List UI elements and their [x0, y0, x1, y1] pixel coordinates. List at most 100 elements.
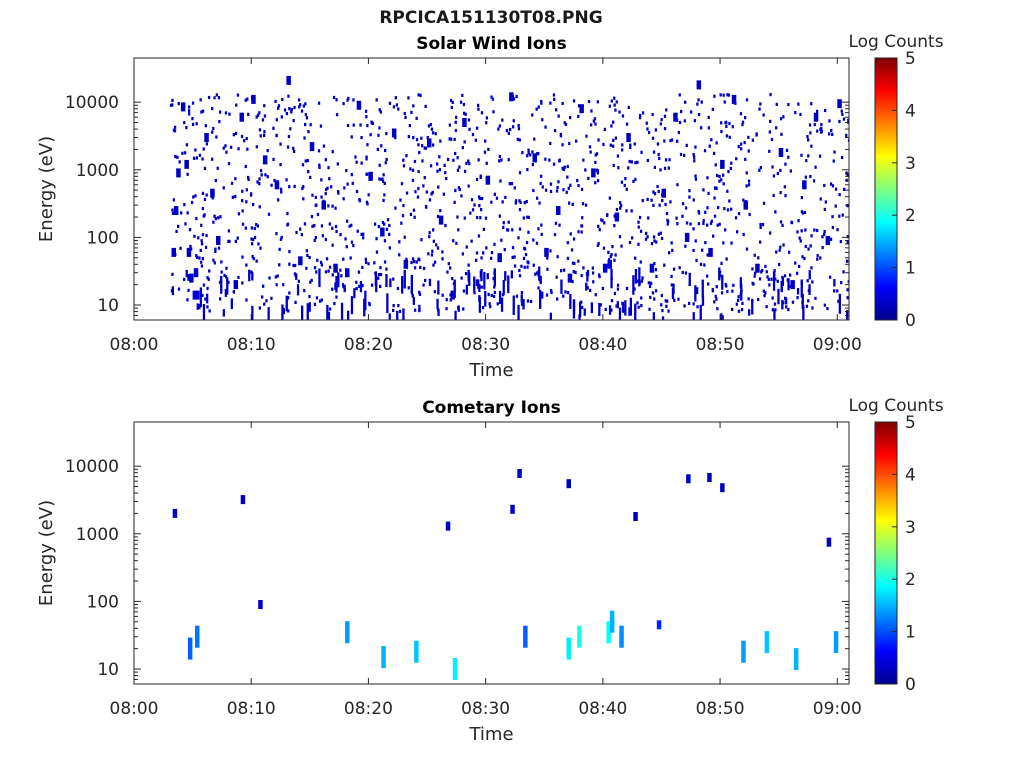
noise-cell	[659, 168, 662, 172]
noise-cell	[647, 130, 651, 135]
noise-cell	[785, 305, 788, 309]
noise-cell	[653, 262, 656, 266]
noise-cell	[718, 179, 721, 183]
noise-cell	[838, 293, 841, 314]
noise-cell	[292, 119, 295, 123]
noise-cell	[741, 123, 744, 127]
noise-cell	[498, 290, 502, 304]
noise-cell	[647, 216, 650, 220]
noise-cell	[345, 169, 348, 173]
noise-cell	[255, 115, 258, 119]
noise-cell	[356, 229, 359, 233]
noise-cell	[337, 191, 340, 195]
noise-cell	[663, 166, 667, 170]
noise-cell	[740, 283, 743, 301]
noise-cell	[846, 288, 849, 292]
noise-cell	[490, 200, 493, 204]
noise-cell	[761, 223, 765, 227]
noise-cell	[667, 309, 670, 313]
data-cell	[649, 263, 655, 273]
noise-cell	[616, 287, 620, 291]
noise-cell	[343, 284, 346, 293]
noise-cell	[195, 156, 198, 160]
noise-cell	[697, 98, 700, 102]
noise-cell	[771, 165, 774, 169]
noise-cell	[305, 116, 309, 120]
noise-cell	[773, 302, 777, 306]
noise-cell	[171, 208, 174, 212]
noise-cell	[377, 133, 380, 137]
noise-cell	[517, 123, 520, 128]
noise-cell	[512, 295, 515, 307]
noise-cell	[319, 124, 323, 128]
noise-cell	[413, 159, 417, 164]
noise-cell	[645, 231, 648, 235]
noise-cell	[227, 280, 230, 284]
axes-frame	[133, 421, 850, 685]
noise-cell	[566, 256, 570, 260]
noise-cell	[308, 255, 311, 260]
noise-cell	[383, 181, 386, 186]
noise-cell	[816, 228, 819, 233]
noise-cell	[506, 228, 509, 232]
noise-cell	[385, 157, 388, 162]
noise-cell	[598, 303, 601, 317]
noise-cell	[720, 261, 723, 265]
noise-cell	[694, 174, 697, 178]
noise-cell	[234, 239, 237, 243]
noise-cell	[653, 239, 656, 243]
noise-cell	[490, 251, 494, 255]
noise-cell	[298, 105, 301, 109]
noise-cell	[412, 104, 415, 108]
noise-cell	[824, 108, 827, 113]
noise-cell	[377, 224, 380, 229]
data-cell	[626, 133, 631, 142]
noise-cell	[787, 155, 790, 159]
noise-cell	[424, 104, 427, 108]
x-axis-label: Time	[468, 360, 513, 381]
noise-cell	[296, 284, 300, 296]
noise-cell	[710, 219, 713, 223]
x-tick-label: 08:50	[696, 699, 745, 719]
noise-cell	[507, 131, 510, 135]
data-cell	[566, 637, 571, 660]
noise-cell	[286, 145, 290, 149]
data-cell	[195, 625, 200, 648]
noise-cell	[843, 187, 846, 191]
noise-cell	[195, 122, 198, 126]
noise-cell	[490, 256, 493, 260]
noise-cell	[322, 144, 326, 148]
noise-cell	[701, 295, 705, 306]
data-cell	[510, 504, 515, 514]
noise-cell	[556, 185, 559, 190]
noise-cell	[422, 283, 425, 287]
noise-cell	[652, 312, 655, 320]
noise-cell	[360, 136, 363, 140]
noise-cell	[327, 166, 330, 170]
noise-cell	[426, 136, 429, 140]
noise-cell	[456, 168, 460, 172]
data-cell	[684, 232, 690, 242]
noise-cell	[429, 123, 432, 127]
noise-cell	[579, 301, 582, 317]
noise-cell	[768, 149, 771, 153]
noise-cell	[201, 293, 204, 297]
noise-cell	[836, 289, 839, 293]
data-cell	[720, 483, 725, 493]
data-cell	[462, 118, 467, 127]
data-cell	[427, 138, 432, 148]
noise-cell	[525, 200, 528, 204]
noise-cell	[253, 235, 257, 240]
noise-cell	[453, 279, 456, 298]
noise-cell	[729, 166, 732, 170]
noise-cell	[638, 215, 642, 220]
noise-cell	[535, 241, 539, 245]
noise-cell	[473, 291, 476, 295]
noise-cell	[431, 131, 435, 135]
data-cell	[517, 469, 522, 478]
noise-cell	[603, 127, 606, 131]
noise-cell	[669, 139, 672, 143]
noise-cell	[833, 150, 836, 154]
noise-cell	[473, 276, 476, 293]
noise-cell	[449, 298, 452, 302]
